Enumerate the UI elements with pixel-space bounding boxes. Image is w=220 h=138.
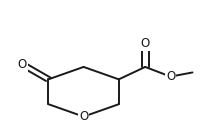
- Text: O: O: [79, 110, 88, 123]
- Text: O: O: [17, 58, 27, 71]
- Text: O: O: [141, 37, 150, 50]
- Text: O: O: [166, 70, 175, 83]
